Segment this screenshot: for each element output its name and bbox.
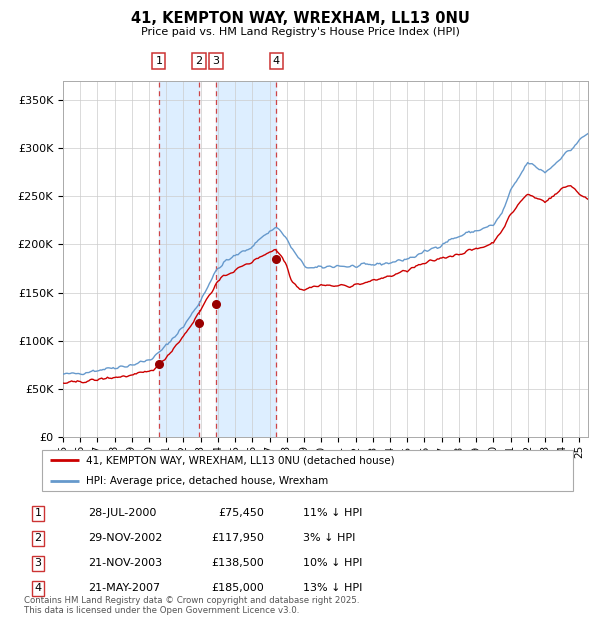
Text: 41, KEMPTON WAY, WREXHAM, LL13 0NU (detached house): 41, KEMPTON WAY, WREXHAM, LL13 0NU (deta… bbox=[86, 455, 395, 466]
Text: Price paid vs. HM Land Registry's House Price Index (HPI): Price paid vs. HM Land Registry's House … bbox=[140, 27, 460, 37]
Text: HPI: Average price, detached house, Wrexham: HPI: Average price, detached house, Wrex… bbox=[86, 476, 329, 486]
Bar bbox=[216, 81, 276, 437]
Text: 11% ↓ HPI: 11% ↓ HPI bbox=[303, 508, 362, 518]
Text: £185,000: £185,000 bbox=[211, 583, 264, 593]
Text: 13% ↓ HPI: 13% ↓ HPI bbox=[303, 583, 362, 593]
Text: £75,450: £75,450 bbox=[218, 508, 264, 518]
Bar bbox=[159, 81, 199, 437]
Text: 4: 4 bbox=[34, 583, 41, 593]
Text: Contains HM Land Registry data © Crown copyright and database right 2025.
This d: Contains HM Land Registry data © Crown c… bbox=[24, 596, 359, 615]
Text: 29-NOV-2002: 29-NOV-2002 bbox=[88, 533, 163, 543]
Text: £138,500: £138,500 bbox=[211, 558, 264, 569]
Text: 3: 3 bbox=[212, 56, 220, 66]
Text: 21-NOV-2003: 21-NOV-2003 bbox=[88, 558, 162, 569]
Text: 1: 1 bbox=[155, 56, 163, 66]
Text: 3: 3 bbox=[34, 558, 41, 569]
Text: 10% ↓ HPI: 10% ↓ HPI bbox=[303, 558, 362, 569]
Text: 4: 4 bbox=[273, 56, 280, 66]
Text: 2: 2 bbox=[34, 533, 41, 543]
Text: 3% ↓ HPI: 3% ↓ HPI bbox=[303, 533, 355, 543]
Text: 21-MAY-2007: 21-MAY-2007 bbox=[88, 583, 160, 593]
Text: 2: 2 bbox=[196, 56, 203, 66]
Text: 28-JUL-2000: 28-JUL-2000 bbox=[88, 508, 157, 518]
Text: 1: 1 bbox=[34, 508, 41, 518]
Text: 41, KEMPTON WAY, WREXHAM, LL13 0NU: 41, KEMPTON WAY, WREXHAM, LL13 0NU bbox=[131, 11, 469, 26]
FancyBboxPatch shape bbox=[41, 451, 574, 490]
Text: £117,950: £117,950 bbox=[211, 533, 264, 543]
